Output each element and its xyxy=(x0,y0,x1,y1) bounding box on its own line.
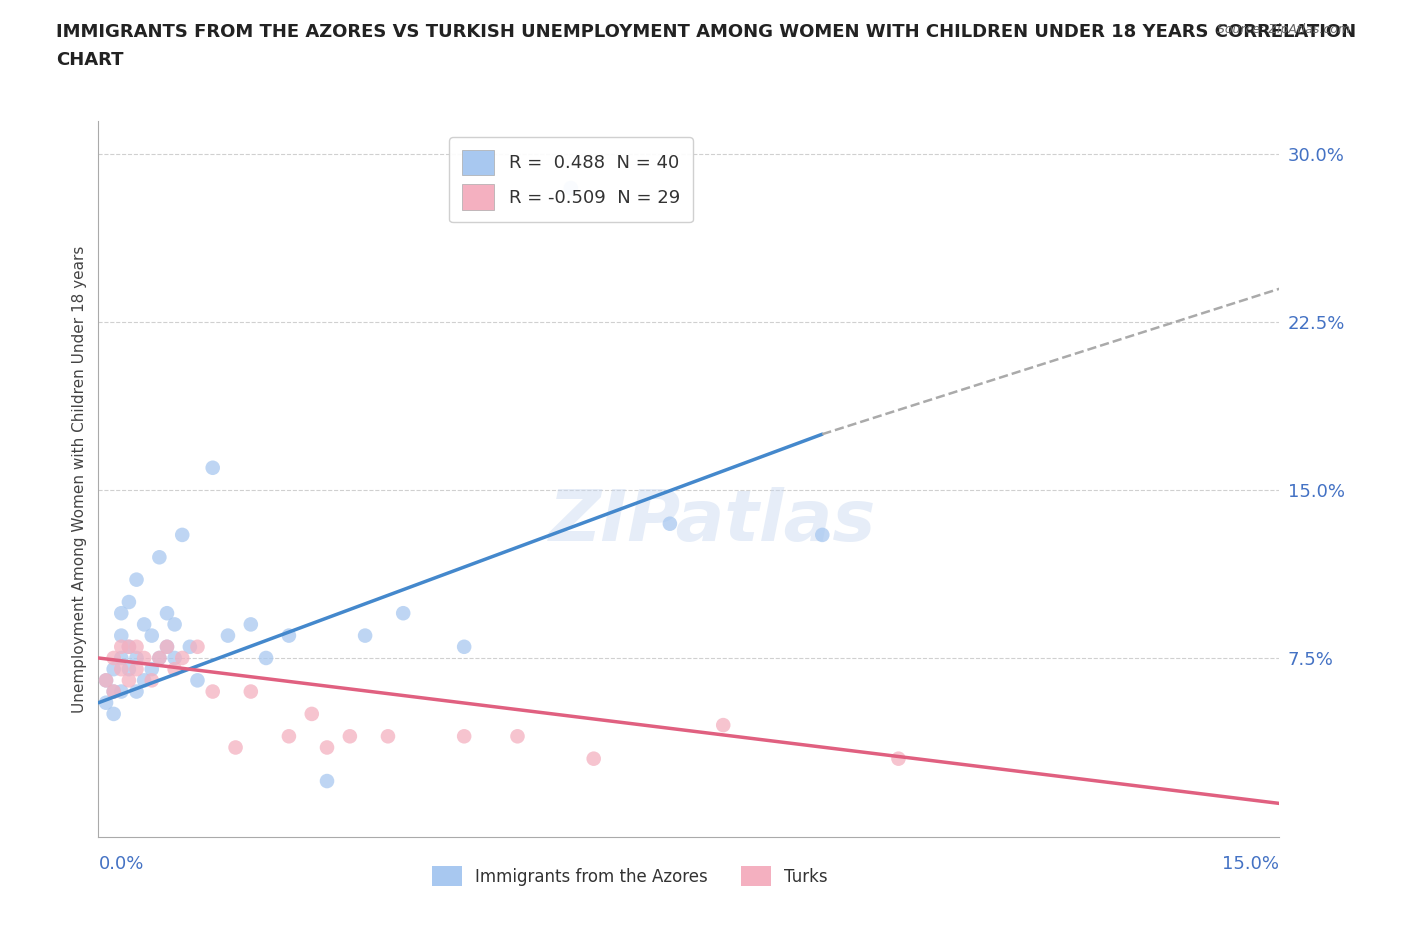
Legend: Immigrants from the Azores, Turks: Immigrants from the Azores, Turks xyxy=(425,859,835,893)
Point xyxy=(103,707,125,722)
Point xyxy=(103,684,125,699)
Point xyxy=(110,662,132,677)
Point xyxy=(201,460,224,475)
Point xyxy=(339,729,361,744)
Point xyxy=(118,594,141,609)
Point xyxy=(354,628,377,643)
Point xyxy=(506,729,529,744)
Point xyxy=(156,605,179,620)
Point xyxy=(254,651,277,666)
Point xyxy=(141,662,163,677)
Point xyxy=(141,628,163,643)
Text: ZIPatlas: ZIPatlas xyxy=(548,487,876,556)
Point xyxy=(118,673,141,688)
Point xyxy=(658,516,681,531)
Point xyxy=(377,729,399,744)
Point xyxy=(156,639,179,654)
Point xyxy=(217,628,239,643)
Point xyxy=(172,527,194,542)
Point xyxy=(134,617,156,631)
Point xyxy=(125,684,148,699)
Text: Source: ZipAtlas.com: Source: ZipAtlas.com xyxy=(1216,23,1350,36)
Point xyxy=(201,684,224,699)
Point xyxy=(134,651,156,666)
Point xyxy=(163,617,186,631)
Point xyxy=(392,605,415,620)
Point xyxy=(582,751,605,766)
Point xyxy=(118,639,141,654)
Point xyxy=(125,662,148,677)
Point xyxy=(103,662,125,677)
Point xyxy=(186,639,208,654)
Point xyxy=(110,651,132,666)
Text: IMMIGRANTS FROM THE AZORES VS TURKISH UNEMPLOYMENT AMONG WOMEN WITH CHILDREN UND: IMMIGRANTS FROM THE AZORES VS TURKISH UN… xyxy=(56,23,1357,41)
Y-axis label: Unemployment Among Women with Children Under 18 years: Unemployment Among Women with Children U… xyxy=(72,246,87,712)
Point xyxy=(811,527,834,542)
Point xyxy=(277,628,299,643)
Point xyxy=(94,673,117,688)
Point xyxy=(186,673,208,688)
Point xyxy=(172,651,194,666)
Point xyxy=(118,662,141,677)
Point xyxy=(560,180,582,195)
Text: 15.0%: 15.0% xyxy=(1222,855,1279,873)
Point xyxy=(316,740,339,755)
Point xyxy=(118,639,141,654)
Point xyxy=(141,673,163,688)
Point xyxy=(453,729,475,744)
Text: 0.0%: 0.0% xyxy=(98,855,143,873)
Point xyxy=(103,684,125,699)
Point xyxy=(110,605,132,620)
Point xyxy=(134,673,156,688)
Point xyxy=(163,651,186,666)
Point xyxy=(148,550,170,565)
Point xyxy=(301,707,323,722)
Point xyxy=(148,651,170,666)
Point xyxy=(110,628,132,643)
Point xyxy=(125,651,148,666)
Point xyxy=(887,751,910,766)
Point xyxy=(125,639,148,654)
Point xyxy=(239,684,262,699)
Point xyxy=(277,729,299,744)
Point xyxy=(163,662,186,677)
Point xyxy=(316,774,339,789)
Point xyxy=(103,651,125,666)
Point xyxy=(453,639,475,654)
Text: CHART: CHART xyxy=(56,51,124,69)
Point xyxy=(156,639,179,654)
Point xyxy=(94,673,117,688)
Point xyxy=(239,617,262,631)
Point xyxy=(711,718,734,733)
Point xyxy=(179,639,201,654)
Point xyxy=(125,572,148,587)
Point xyxy=(110,684,132,699)
Point xyxy=(225,740,247,755)
Point xyxy=(94,696,117,711)
Point xyxy=(110,639,132,654)
Point xyxy=(148,651,170,666)
